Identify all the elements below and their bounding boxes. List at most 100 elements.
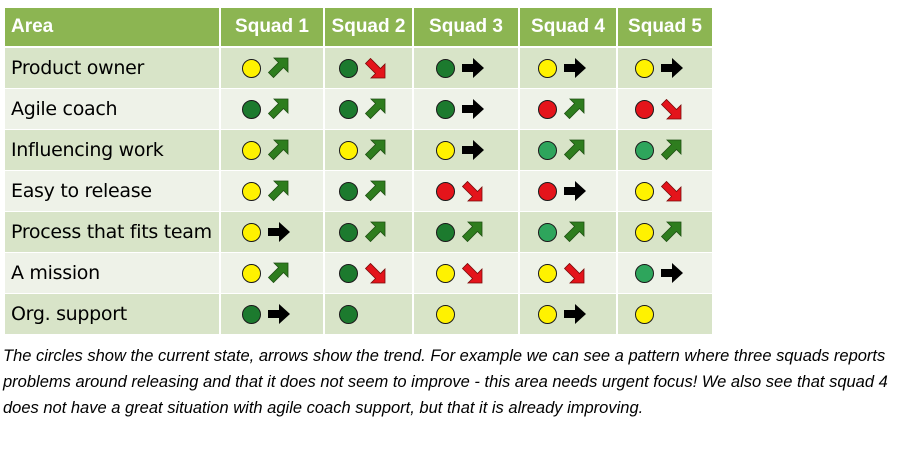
arrow-up-right-icon <box>267 262 289 284</box>
status-indicator <box>338 138 399 162</box>
status-cell <box>520 48 616 89</box>
state-circle-green-icon <box>436 58 455 78</box>
status-indicator <box>635 56 695 80</box>
status-indicator <box>338 56 399 80</box>
status-indicator <box>436 261 496 285</box>
status-cell <box>221 253 323 294</box>
arrow-right-icon <box>462 58 484 78</box>
status-cell <box>414 253 518 294</box>
arrow-down-right-icon <box>563 262 585 284</box>
arrow-up-right-icon <box>364 98 385 120</box>
status-cell <box>414 294 518 335</box>
arrow-up-right-icon <box>267 98 289 120</box>
status-indicator <box>338 97 399 121</box>
arrow-up-right-icon <box>267 180 289 202</box>
state-circle-yellow-icon <box>635 181 654 201</box>
arrow-up-right-icon <box>563 221 585 243</box>
arrow-up-right-icon <box>364 139 385 161</box>
status-indicator <box>338 261 399 285</box>
arrow-up-right-icon <box>267 57 289 79</box>
state-circle-red-icon <box>538 99 557 119</box>
status-cell <box>520 253 616 294</box>
status-cell <box>325 48 412 89</box>
status-indicator <box>242 138 302 162</box>
state-circle-yellow-icon <box>436 140 455 160</box>
status-indicator <box>635 138 695 162</box>
status-cell <box>325 253 412 294</box>
state-circle-yellow-icon <box>538 304 557 324</box>
arrow-up-right-icon <box>267 139 289 161</box>
arrow-down-right-icon <box>364 262 385 284</box>
state-circle-yellow-icon <box>635 222 654 242</box>
arrow-down-right-icon <box>461 262 483 284</box>
status-cell <box>325 130 412 171</box>
area-label: Influencing work <box>5 130 219 171</box>
state-circle-mid-icon <box>538 222 557 242</box>
state-circle-yellow-icon <box>538 263 557 283</box>
area-label: Process that fits team <box>5 212 219 253</box>
state-circle-red-icon <box>436 181 455 201</box>
arrow-up-right-icon <box>563 98 585 120</box>
status-cell <box>520 89 616 130</box>
area-label: Product owner <box>5 48 219 89</box>
status-indicator <box>436 97 496 121</box>
header-squad-4: Squad 4 <box>520 8 616 48</box>
state-circle-yellow-icon <box>538 58 557 78</box>
status-cell <box>325 171 412 212</box>
status-indicator <box>242 261 302 285</box>
state-circle-green-icon <box>338 263 358 283</box>
status-indicator <box>538 179 598 203</box>
status-cell <box>221 130 323 171</box>
status-indicator <box>436 56 496 80</box>
state-circle-yellow-icon <box>242 181 261 201</box>
arrow-up-right-icon <box>364 180 385 202</box>
arrow-right-icon <box>268 222 290 242</box>
arrow-up-right-icon <box>563 139 585 161</box>
status-cell <box>618 212 712 253</box>
state-circle-green-icon <box>436 99 455 119</box>
status-cell <box>520 130 616 171</box>
arrow-down-right-icon <box>364 57 385 79</box>
status-cell <box>325 89 412 130</box>
state-circle-green-icon <box>338 181 358 201</box>
status-indicator <box>538 97 598 121</box>
status-cell <box>618 171 712 212</box>
area-label: Easy to release <box>5 171 219 212</box>
status-indicator <box>635 304 695 324</box>
status-indicator <box>635 261 695 285</box>
status-cell <box>520 212 616 253</box>
status-indicator <box>635 97 695 121</box>
state-circle-yellow-icon <box>242 222 261 242</box>
status-indicator <box>242 179 302 203</box>
area-label: Agile coach <box>5 89 219 130</box>
state-circle-yellow-icon <box>635 58 654 78</box>
state-circle-green-icon <box>338 304 358 324</box>
status-indicator <box>338 179 399 203</box>
status-indicator <box>538 138 598 162</box>
arrow-up-right-icon <box>660 221 682 243</box>
arrow-right-icon <box>564 304 586 324</box>
status-cell <box>414 130 518 171</box>
status-cell <box>221 212 323 253</box>
header-squad-5: Squad 5 <box>618 8 712 48</box>
arrow-right-icon <box>462 140 484 160</box>
status-indicator <box>538 56 598 80</box>
status-indicator <box>538 220 598 244</box>
status-indicator <box>635 220 695 244</box>
status-cell <box>618 130 712 171</box>
header-squad-3: Squad 3 <box>414 8 518 48</box>
status-indicator <box>436 220 496 244</box>
status-indicator <box>338 304 399 324</box>
status-indicator <box>242 302 302 326</box>
arrow-right-icon <box>268 304 290 324</box>
state-circle-yellow-icon <box>242 263 261 283</box>
state-circle-green-icon <box>242 304 261 324</box>
arrow-down-right-icon <box>461 180 483 202</box>
status-cell <box>221 171 323 212</box>
arrow-down-right-icon <box>660 98 682 120</box>
arrow-right-icon <box>564 181 586 201</box>
state-circle-green-icon <box>436 222 455 242</box>
state-circle-yellow-icon <box>436 304 455 324</box>
state-circle-green-icon <box>338 58 358 78</box>
status-cell <box>221 48 323 89</box>
